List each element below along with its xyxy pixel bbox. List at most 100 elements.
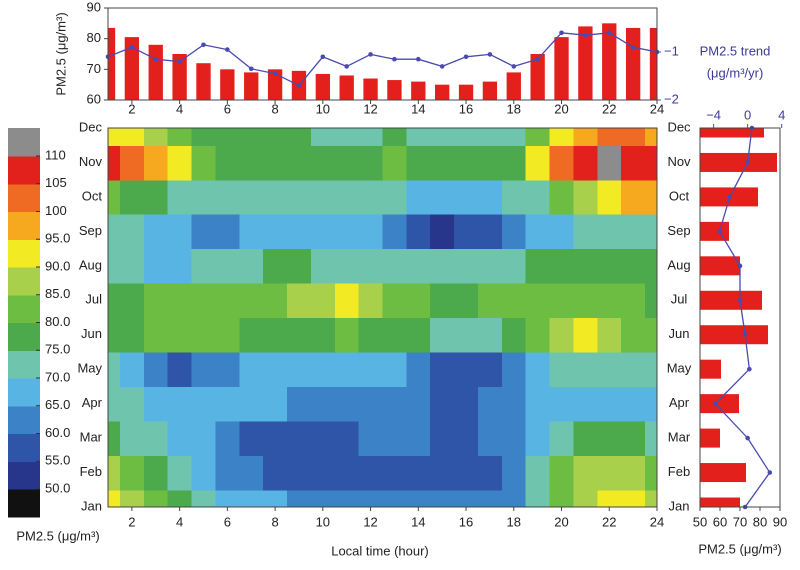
- heat-cell: [406, 455, 431, 491]
- heat-cell: [645, 283, 657, 319]
- hour-bar: [649, 27, 657, 100]
- heat-cell: [287, 317, 312, 353]
- x-tick-label: 8: [271, 514, 278, 529]
- heat-cell: [597, 351, 622, 388]
- heat-cell: [501, 317, 527, 353]
- heat-cell: [621, 283, 646, 319]
- trend-point: [742, 332, 748, 338]
- heat-cell: [167, 455, 193, 491]
- colorbar-label: PM2.5 (μg/m³): [16, 528, 99, 543]
- heat-cell: [645, 317, 657, 353]
- heat-cell: [597, 317, 622, 353]
- heat-cell: [143, 248, 169, 284]
- heat-cell: [454, 317, 479, 353]
- heat-cell: [621, 386, 646, 422]
- heat-cell: [119, 248, 145, 284]
- heat-cell: [597, 179, 622, 215]
- month-bar: [700, 290, 762, 310]
- colorbar-label: 90.0: [45, 258, 70, 273]
- colorbar-swatch: [8, 350, 40, 379]
- heat-cell: [108, 351, 121, 388]
- heat-cell: [119, 386, 145, 422]
- heat-cell: [167, 179, 193, 215]
- colorbar-label: 105: [45, 175, 67, 190]
- heat-cell: [430, 489, 455, 507]
- hour-bar: [578, 26, 593, 100]
- heat-cell: [143, 386, 169, 422]
- month-bar: [700, 325, 768, 345]
- heat-cell: [645, 386, 657, 422]
- heat-cell: [621, 455, 646, 491]
- heat-cell: [597, 128, 622, 146]
- heat-cell: [477, 455, 503, 491]
- colorbar-label: 75.0: [45, 342, 70, 357]
- heat-cell: [119, 420, 145, 456]
- heat-cell: [191, 386, 217, 422]
- heat-cell: [549, 351, 575, 388]
- heat-cell: [549, 317, 575, 353]
- heat-cell: [645, 248, 657, 284]
- heat-cell: [573, 248, 598, 284]
- x-tick-label: 70: [733, 514, 747, 529]
- heat-cell: [406, 214, 431, 250]
- heat-cell: [406, 489, 431, 507]
- colorbar-swatch: [8, 378, 40, 407]
- month-label: Apr: [82, 395, 103, 410]
- hour-bar: [530, 54, 545, 100]
- heat-cell: [501, 351, 527, 388]
- heat-cell: [621, 128, 646, 146]
- heat-cell: [430, 145, 455, 181]
- x-tick-label: 4: [176, 101, 183, 116]
- heat-cell: [239, 128, 264, 146]
- heat-cell: [454, 128, 479, 146]
- month-label: Dec: [667, 119, 691, 134]
- heat-cell: [263, 386, 288, 422]
- x-tick-label: 20: [554, 514, 568, 529]
- x-tick-label: 16: [459, 514, 473, 529]
- heat-cell: [454, 489, 479, 507]
- heat-cell: [430, 128, 455, 146]
- heat-cell: [119, 283, 145, 319]
- y-tick-label: 90: [87, 0, 101, 14]
- right-frame: [699, 127, 781, 508]
- heat-cell: [239, 283, 264, 319]
- heat-cell: [358, 128, 384, 146]
- hour-bar: [196, 63, 211, 100]
- month-label: Oct: [82, 188, 103, 203]
- y-tick-label: 70: [87, 61, 101, 76]
- heat-cell: [430, 214, 455, 250]
- month-label: Aug: [79, 257, 102, 272]
- heat-cell: [287, 179, 312, 215]
- heat-cell: [215, 128, 240, 146]
- heat-cell: [382, 248, 407, 284]
- heat-cell: [191, 420, 217, 456]
- colorbar-swatch: [8, 211, 40, 240]
- heat-cell: [215, 179, 240, 215]
- trend-point: [745, 435, 750, 441]
- heat-cell: [621, 351, 646, 388]
- heat-cell: [525, 351, 551, 388]
- month-bar: [700, 128, 764, 138]
- hour-bar: [220, 69, 235, 100]
- heat-cell: [310, 420, 336, 456]
- heat-cell: [573, 317, 598, 353]
- heat-cell: [143, 214, 169, 250]
- trend-point: [129, 44, 135, 50]
- heat-cell: [215, 455, 240, 491]
- month-bar: [700, 463, 746, 483]
- heat-cell: [406, 386, 431, 422]
- x-tick-label: 60: [713, 514, 727, 529]
- heat-cell: [525, 386, 551, 422]
- month-label: Mar: [668, 430, 691, 445]
- heat-cell: [382, 214, 407, 250]
- heat-cell: [119, 351, 145, 388]
- heat-cell: [191, 214, 217, 250]
- heat-cell: [263, 489, 288, 507]
- heat-cell: [287, 128, 312, 146]
- trend-point: [630, 44, 636, 50]
- x-tick-label: 90: [773, 514, 787, 529]
- heat-cell: [191, 179, 217, 215]
- heat-cell: [119, 214, 145, 250]
- heat-cell: [287, 420, 312, 456]
- heat-cell: [215, 386, 240, 422]
